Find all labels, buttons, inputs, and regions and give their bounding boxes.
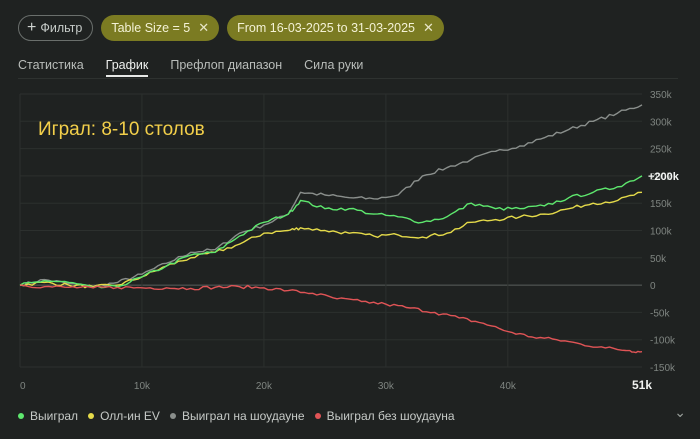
x-tick-label: 51k [632, 378, 652, 392]
filter-chip-table-size[interactable]: Table Size = 5 ✕ [101, 15, 220, 41]
y-tick-label: 350k [650, 90, 673, 101]
legend-label: Выиграл на шоудауне [181, 409, 305, 423]
tab-hand-strength[interactable]: Сила руки [304, 58, 364, 72]
y-tick-label: 300k [650, 117, 673, 128]
y-tick-label: 250k [650, 145, 673, 156]
y-tick-label: 100k [650, 227, 673, 238]
close-icon[interactable]: ✕ [423, 20, 434, 35]
filter-chip-label: Table Size = 5 [111, 21, 191, 35]
legend-item-showdown[interactable]: Выиграл на шоудауне [169, 409, 305, 423]
profit-chart: 350k 300k 250k 200k 150k 100k 50k 0 -50k -100k -15… [19, 90, 680, 392]
y-tick-label: -100k [650, 336, 676, 347]
plus-icon: + [27, 19, 37, 36]
series-line-2 [19, 104, 643, 288]
tab-preflop-range[interactable]: Префлоп диапазон [170, 58, 283, 72]
legend-dot-icon [169, 413, 176, 419]
tab-graph[interactable]: График [105, 58, 148, 77]
x-tick-label: 0 [20, 381, 26, 392]
x-tick-label: 20k [256, 381, 273, 392]
series-line-0 [19, 175, 643, 289]
tabs-divider [18, 78, 678, 79]
legend-label: Выиграл без шоудауна [326, 409, 455, 423]
y-tick-label: 150k [650, 199, 673, 210]
filter-chip-date-range[interactable]: From 16-03-2025 to 31-03-2025 ✕ [227, 15, 444, 41]
add-filter-label: Фильтр [40, 21, 83, 35]
series-line-1 [19, 191, 643, 289]
x-tick-label: 40k [500, 381, 517, 392]
end-value-label: +200k [648, 171, 680, 183]
legend-dot-icon [88, 413, 95, 419]
add-filter-button[interactable]: + Фильтр [18, 15, 94, 41]
x-tick-label: 10k [134, 381, 151, 392]
series-line-3 [19, 284, 643, 354]
y-tick-label: -150k [650, 363, 676, 374]
y-tick-label: 50k [650, 254, 667, 265]
y-tick-label: 200k [650, 172, 673, 183]
legend-item-non-showdown[interactable]: Выиграл без шоудауна [314, 409, 455, 423]
legend-item-allin-ev[interactable]: Олл-ин EV [88, 409, 160, 423]
legend-dot-icon [18, 413, 24, 419]
chart-title: Играл: 8-10 столов [38, 119, 205, 140]
y-tick-label: -50k [650, 308, 670, 319]
legend-dot-icon [314, 413, 321, 419]
filter-chip-label: From 16-03-2025 to 31-03-2025 [237, 21, 416, 35]
tab-bar: Статистика График Префлоп диапазон Сила … [18, 58, 385, 77]
y-tick-label: 0 [650, 281, 656, 292]
tab-statistics[interactable]: Статистика [18, 58, 84, 72]
x-tick-label: 30k [378, 381, 395, 392]
chart-legend: Выиграл Олл-ин EV Выиграл на шоудауне Вы… [18, 409, 465, 423]
legend-label: Олл-ин EV [100, 409, 160, 423]
filter-bar: + Фильтр Table Size = 5 ✕ From 16-03-202… [18, 15, 444, 41]
legend-item-won[interactable]: Выиграл [18, 409, 78, 423]
close-icon[interactable]: ✕ [198, 20, 210, 35]
legend-label: Выиграл [30, 409, 79, 423]
more-options-icon[interactable]: ⌄ [674, 404, 686, 420]
